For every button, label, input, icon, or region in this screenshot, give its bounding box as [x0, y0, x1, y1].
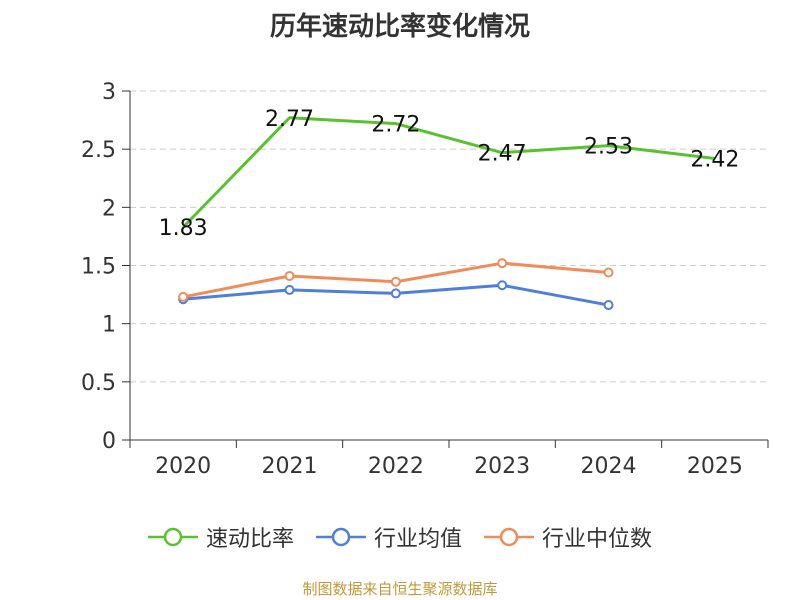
legend-swatch-quick-ratio	[147, 527, 198, 547]
y-tick-label: 1.5	[81, 255, 116, 280]
series-2-point-4	[603, 267, 614, 278]
data-labels: 1.83 2.77 2.72 2.47 2.53 2.42	[159, 107, 740, 241]
legend-item-quick-ratio[interactable]: 速动比率	[147, 521, 294, 553]
data-label-2023: 2.47	[478, 142, 527, 167]
series-lines	[178, 116, 716, 311]
series-2-point-1	[284, 270, 295, 281]
legend: 速动比率 行业均值 行业中位数	[0, 520, 800, 554]
series-1-point-4	[603, 300, 614, 311]
data-label-2021: 2.77	[265, 107, 314, 132]
y-tick-label: 1	[102, 313, 116, 338]
data-label-2022: 2.72	[371, 113, 420, 138]
series-2-point-2	[390, 276, 401, 287]
axes	[122, 90, 769, 448]
legend-item-industry-median[interactable]: 行业中位数	[484, 521, 652, 553]
x-tick-label-2025: 2025	[687, 454, 743, 479]
legend-label-quick-ratio: 速动比率	[205, 527, 294, 552]
y-tick-label: 3	[102, 80, 116, 105]
series-1-point-1	[284, 284, 295, 295]
x-tick-label-2024: 2024	[581, 454, 637, 479]
y-tick-label: 2	[102, 196, 116, 221]
y-tick-label: 0	[102, 429, 116, 454]
series-line-0	[182, 116, 716, 229]
series-2-point-3	[497, 258, 508, 269]
legend-item-industry-mean[interactable]: 行业均值	[315, 521, 462, 553]
legend-swatch-industry-mean	[315, 527, 366, 547]
x-tick-label-2021: 2021	[262, 454, 318, 479]
legend-label-industry-mean: 行业均值	[373, 527, 462, 552]
data-label-2024: 2.53	[584, 135, 633, 160]
legend-swatch-industry-median	[484, 527, 534, 547]
y-tick-label: 0.5	[81, 371, 116, 396]
series-1-point-3	[497, 280, 508, 291]
data-label-2020: 1.83	[159, 216, 208, 241]
data-label-2025: 2.42	[690, 147, 739, 172]
source-note: 制图数据来自恒生聚源数据库	[302, 580, 498, 598]
series-2-point-0	[178, 291, 189, 302]
y-tick-label: 2.5	[81, 138, 116, 163]
series-1-point-2	[390, 288, 401, 299]
x-tick-label-2023: 2023	[474, 454, 530, 479]
legend-label-industry-median: 行业中位数	[542, 527, 653, 552]
x-tick-label-2020: 2020	[155, 454, 211, 479]
chart-title: 历年速动比率变化情况	[269, 12, 530, 42]
x-tick-label-2022: 2022	[368, 454, 424, 479]
grid-lines	[130, 90, 768, 383]
